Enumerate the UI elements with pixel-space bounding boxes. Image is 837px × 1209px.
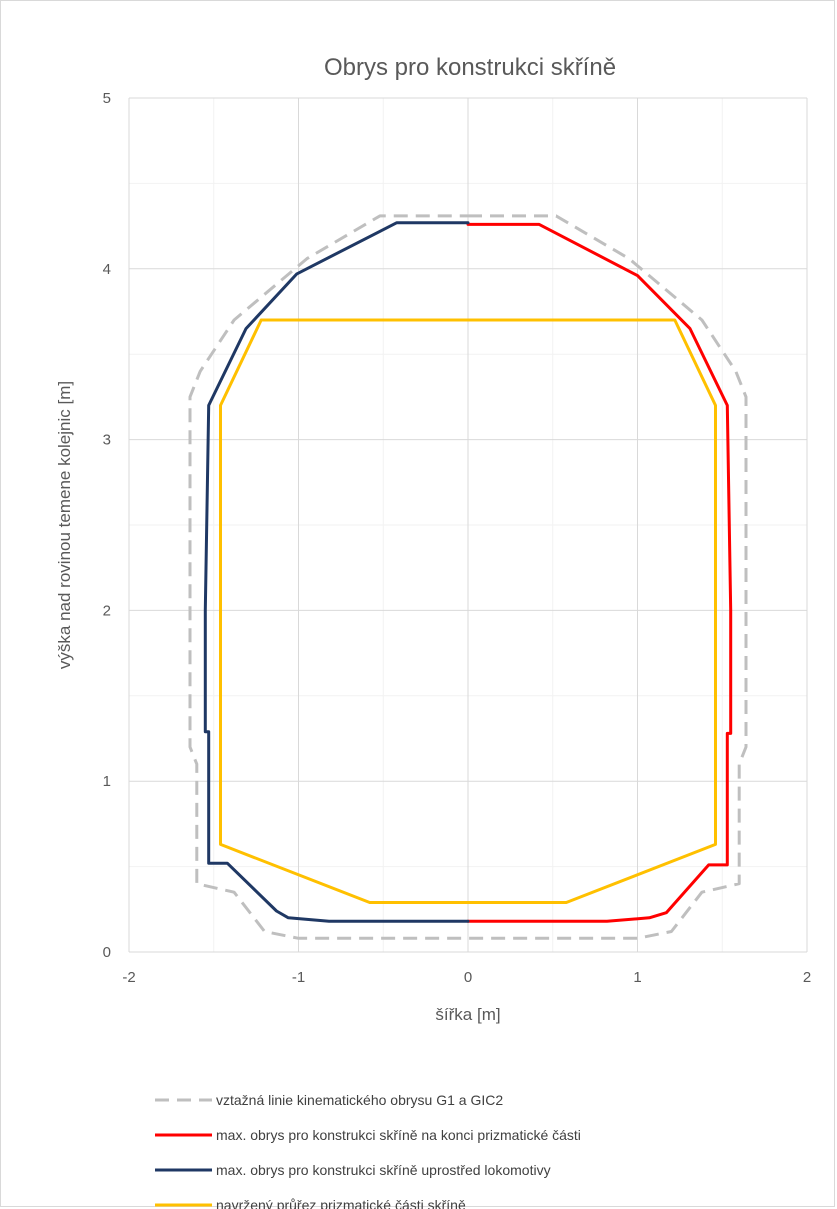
x-axis-label: šířka [m] xyxy=(435,1005,500,1024)
series-line-3 xyxy=(203,221,470,923)
tick-layer: -2 -1 0 1 2 0 1 2 3 4 5 xyxy=(103,90,812,986)
y-tick-label: 2 xyxy=(103,602,111,619)
x-tick-label: 0 xyxy=(464,969,472,986)
grid-layer xyxy=(128,97,808,953)
y-tick-label: 4 xyxy=(103,261,111,278)
y-tick-label: 3 xyxy=(103,432,111,449)
y-axis-label: výška nad rovinou temene kolejnic [m] xyxy=(55,381,74,669)
x-tick-label: 2 xyxy=(803,969,811,986)
x-tick-label: -1 xyxy=(292,969,305,986)
x-tick-label: -2 xyxy=(122,969,135,986)
series-layer xyxy=(188,214,748,940)
x-tick-label: 1 xyxy=(633,969,641,986)
y-tick-label: 5 xyxy=(103,90,111,107)
series-line-1 xyxy=(188,214,748,940)
legend-label-4: navržený průřez prizmatické části skříně xyxy=(216,1197,466,1209)
legend: vztažná linie kinematického obrysu G1 a … xyxy=(155,1092,581,1209)
legend-label-2: max. obrys pro konstrukci skříně na konc… xyxy=(216,1127,581,1143)
legend-label-3: max. obrys pro konstrukci skříně uprostř… xyxy=(216,1162,551,1178)
chart-title: Obrys pro konstrukci skříně xyxy=(324,54,616,81)
y-tick-label: 1 xyxy=(103,773,111,790)
y-tick-label: 0 xyxy=(103,944,111,961)
series-line-2 xyxy=(466,222,733,923)
legend-label-1: vztažná linie kinematického obrysu G1 a … xyxy=(216,1092,503,1108)
series-line-4 xyxy=(219,318,717,904)
